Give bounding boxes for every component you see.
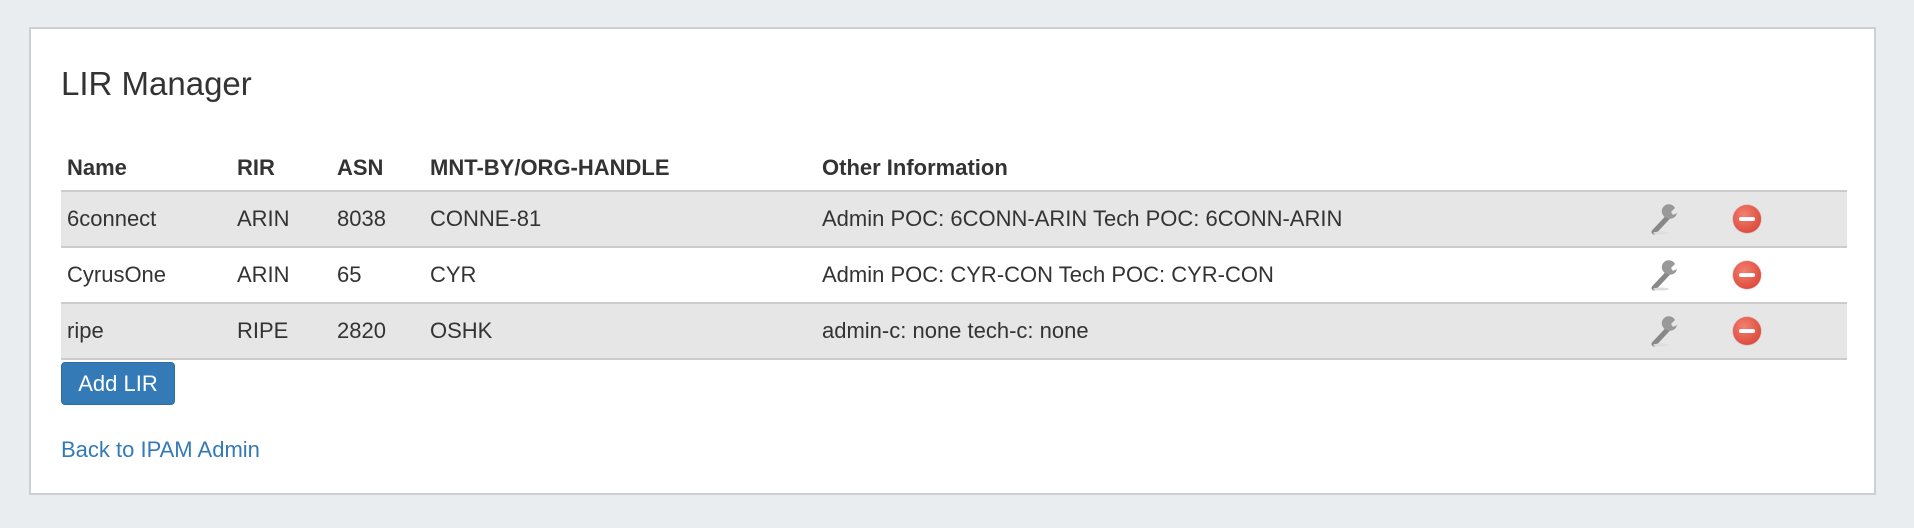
column-header-asn: ASN xyxy=(337,155,384,180)
column-header-actions xyxy=(1643,146,1847,191)
column-header-rir: RIR xyxy=(237,155,275,180)
lir-manager-panel: LIR Manager Name RIR ASN MNT-BY/ORG-HAND… xyxy=(29,27,1876,495)
cell-mnt: CONNE-81 xyxy=(424,190,816,247)
add-lir-button[interactable]: Add LIR xyxy=(61,362,175,405)
page-title: LIR Manager xyxy=(61,65,252,102)
lir-table: Name RIR ASN MNT-BY/ORG-HANDLE Other Inf… xyxy=(61,146,1847,360)
table-header: Name RIR ASN MNT-BY/ORG-HANDLE Other Inf… xyxy=(61,146,1847,191)
table-row: 6connect ARIN 8038 CONNE-81 Admin POC: 6CONN… xyxy=(61,190,1847,247)
cell-name: CyrusOne xyxy=(61,246,231,303)
cell-actions xyxy=(1643,190,1847,247)
table-row: ripe RIPE 2820 OSHK admin-c: none tech-c: no… xyxy=(61,302,1847,360)
cell-rir: ARIN xyxy=(231,246,331,303)
cell-other: Admin POC: 6CONN-ARIN Tech POC: 6CONN-AR… xyxy=(816,190,1643,247)
wrench-icon[interactable] xyxy=(1649,202,1683,236)
cell-mnt: OSHK xyxy=(424,302,816,360)
column-header-mnt-by: MNT-BY/ORG-HANDLE xyxy=(430,155,670,180)
delete-icon[interactable] xyxy=(1733,261,1761,289)
cell-mnt: CYR xyxy=(424,246,816,303)
table-row: CyrusOne ARIN 65 CYR Admin POC: CYR-CON Tech… xyxy=(61,246,1847,303)
delete-icon[interactable] xyxy=(1733,317,1761,345)
cell-actions xyxy=(1643,246,1847,303)
wrench-icon[interactable] xyxy=(1649,258,1683,292)
wrench-icon[interactable] xyxy=(1649,314,1683,348)
cell-rir: ARIN xyxy=(231,190,331,247)
cell-other: Admin POC: CYR-CON Tech POC: CYR-CON xyxy=(816,246,1643,303)
cell-name: 6connect xyxy=(61,190,231,247)
column-header-other-information: Other Information xyxy=(822,155,1008,180)
cell-asn: 2820 xyxy=(331,302,424,360)
cell-name: ripe xyxy=(61,302,231,360)
cell-other: admin-c: none tech-c: none xyxy=(816,302,1643,360)
back-to-ipam-admin-link[interactable]: Back to IPAM Admin xyxy=(61,437,260,462)
cell-asn: 65 xyxy=(331,246,424,303)
column-header-name: Name xyxy=(67,155,127,180)
cell-rir: RIPE xyxy=(231,302,331,360)
cell-asn: 8038 xyxy=(331,190,424,247)
cell-actions xyxy=(1643,302,1847,360)
delete-icon[interactable] xyxy=(1733,205,1761,233)
